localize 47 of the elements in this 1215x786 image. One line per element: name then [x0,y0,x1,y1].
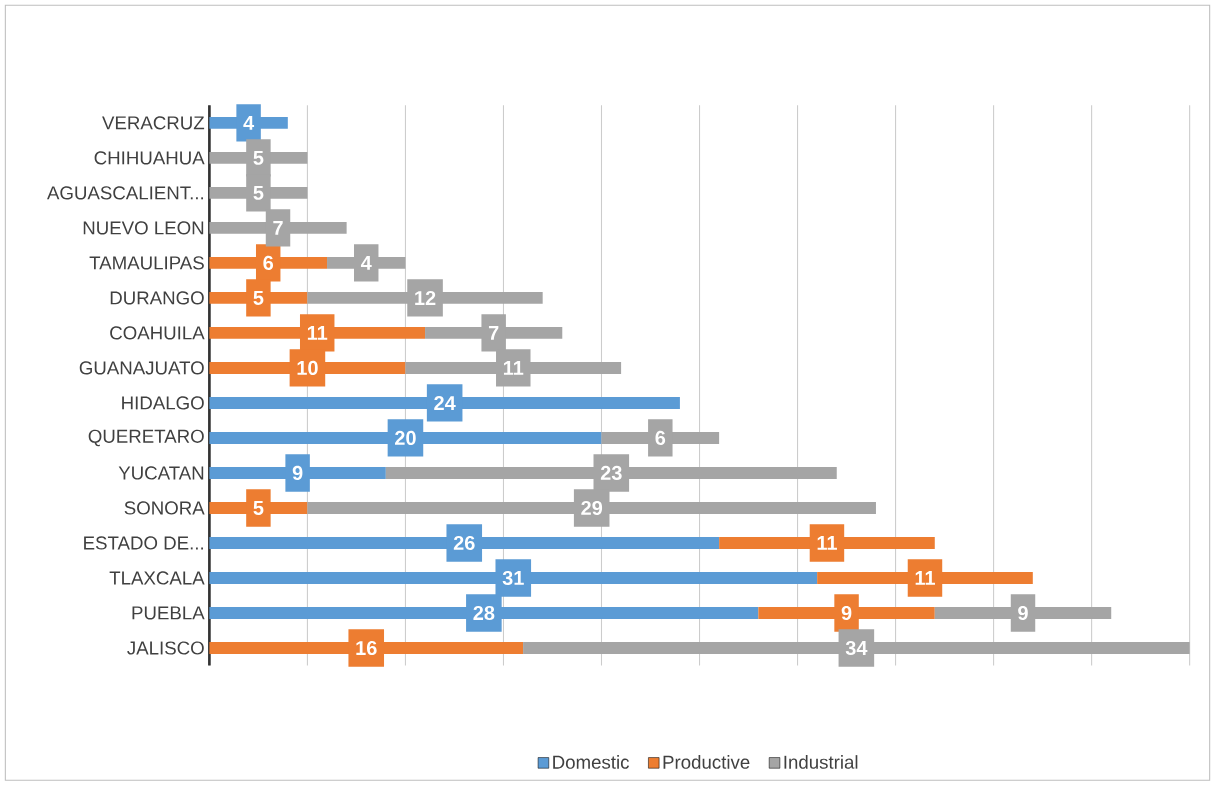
data-label: 29 [581,501,603,516]
data-label: 11 [307,326,328,341]
data-label: 11 [503,361,524,376]
data-label: 23 [600,466,622,481]
legend-label: Productive [663,755,750,770]
legend-label: Domestic [553,755,629,770]
y-tick-label: DURANGO [110,291,204,305]
data-label: 24 [434,396,456,411]
data-label: 12 [415,291,436,306]
data-label: 7 [488,326,499,341]
data-label: 5 [253,151,264,166]
y-tick-label: COAHUILA [110,326,205,340]
data-label: 11 [915,571,935,586]
y-tick-label: TAMAULIPAS [89,256,204,270]
y-tick-label: YUCATAN [118,466,204,480]
data-label: 6 [263,256,274,271]
data-label: 6 [655,431,666,446]
data-label: 5 [253,291,264,306]
data-label: 28 [473,606,495,621]
data-label: 20 [395,431,416,446]
y-tick-label: ESTADO DE... [84,536,203,550]
y-tick-label: QUERETARO [88,429,204,447]
y-tick-label: NUEVO LEON [83,221,204,235]
legend-label: Industrial [784,755,858,770]
data-label: 10 [297,361,318,376]
data-label: 9 [292,466,303,481]
data-label: 26 [453,536,475,551]
data-label: 34 [845,641,868,656]
y-tick-label: VERACRUZ [102,116,205,130]
y-tick-label: SONORA [124,501,205,515]
y-tick-label: TLAXCALA [109,571,205,585]
data-label: 9 [841,606,852,621]
y-tick-label: AGUASCALIENT... [47,186,204,200]
data-label: 4 [243,116,255,130]
data-label: 9 [1018,606,1028,621]
data-label: 31 [502,571,524,586]
data-label: 5 [253,186,264,201]
data-label: 11 [817,536,837,551]
y-tick-label: PUEBLA [132,606,205,620]
data-label: 16 [356,641,377,656]
y-tick-label: HIDALGO [122,396,204,410]
y-tick-label: GUANAJUATO [79,361,204,375]
data-label: 7 [273,221,283,236]
y-tick-label: CHIHUAHUA [94,151,205,165]
data-label: 4 [360,256,372,271]
data-label: 5 [253,501,264,516]
y-tick-label: JALISCO [127,641,204,655]
